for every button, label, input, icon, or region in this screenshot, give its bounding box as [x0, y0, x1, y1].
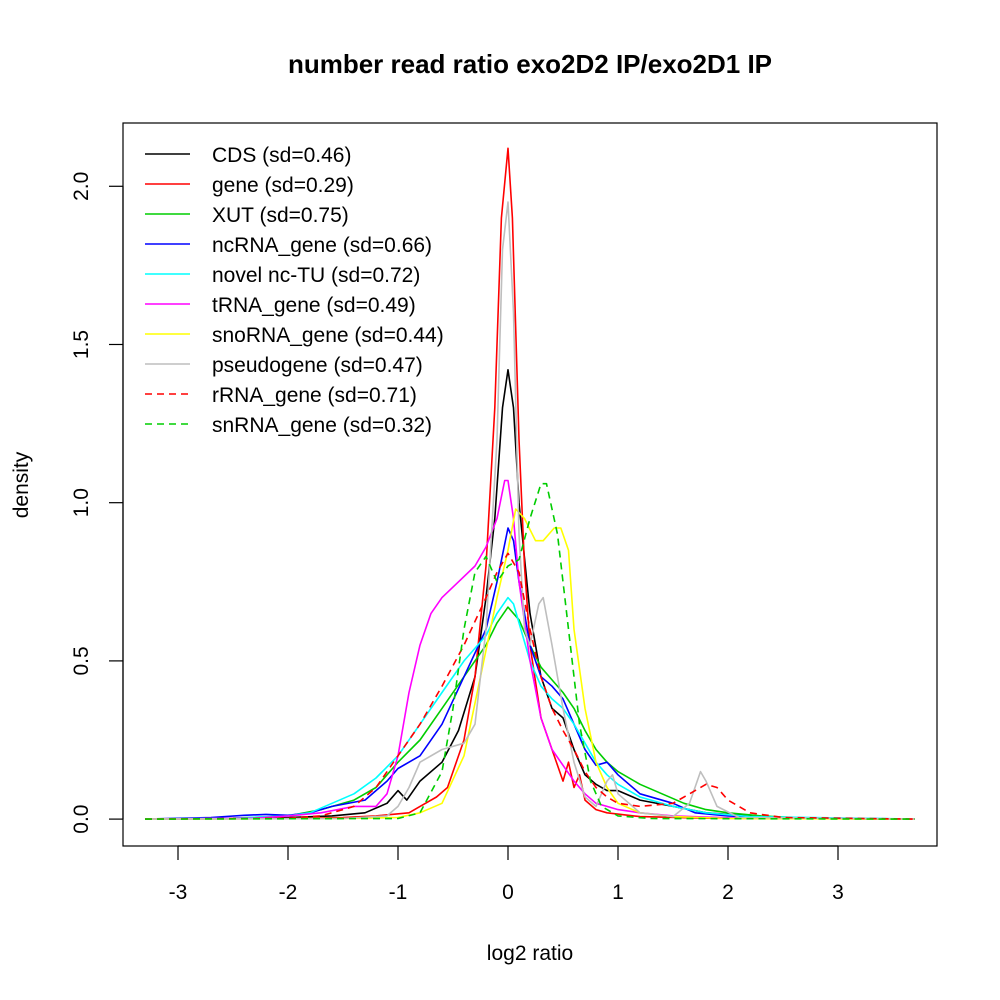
- legend-label: snRNA_gene (sd=0.32): [212, 414, 432, 437]
- series-line-0: [144, 369, 916, 820]
- y-tick-label: 1.0: [70, 488, 93, 517]
- series-line-7: [144, 201, 916, 820]
- legend-label: snoRNA_gene (sd=0.44): [212, 324, 444, 347]
- series-line-3: [144, 527, 916, 820]
- x-tick-label: -1: [389, 881, 408, 904]
- series-line-5: [144, 479, 916, 820]
- chart-title: number read ratio exo2D2 IP/exo2D1 IP: [288, 49, 772, 79]
- legend-label: gene (sd=0.29): [212, 174, 354, 197]
- legend-label: novel nc-TU (sd=0.72): [212, 264, 420, 287]
- series-line-9: [144, 482, 916, 820]
- series-line-2: [144, 606, 916, 820]
- series-line-8: [144, 552, 916, 820]
- y-tick-label: 1.5: [70, 330, 93, 359]
- series-line-4: [144, 596, 916, 820]
- y-tick-label: 0.5: [70, 646, 93, 675]
- legend-label: pseudogene (sd=0.47): [212, 354, 423, 377]
- x-tick-label: -3: [169, 881, 188, 904]
- legend-label: CDS (sd=0.46): [212, 144, 351, 167]
- legend-label: tRNA_gene (sd=0.49): [212, 294, 416, 317]
- legend-label: XUT (sd=0.75): [212, 204, 349, 227]
- x-axis: -3 -2 -1 0 1 2 3: [169, 845, 844, 904]
- series-line-1: [144, 147, 916, 820]
- x-axis-label: log2 ratio: [487, 942, 573, 965]
- y-tick-label: 0.0: [70, 805, 93, 834]
- series-line-6: [144, 508, 916, 820]
- plot-box: [122, 122, 938, 847]
- x-tick-label: 0: [502, 881, 514, 904]
- y-axis: 0.0 0.5 1.0 1.5 2.0: [70, 172, 124, 834]
- legend: CDS (sd=0.46) gene (sd=0.29) XUT (sd=0.75)…: [145, 144, 444, 437]
- curves-group: [144, 147, 916, 820]
- x-tick-label: 1: [612, 881, 624, 904]
- x-tick-label: -2: [279, 881, 298, 904]
- y-tick-label: 2.0: [70, 172, 93, 201]
- legend-label: rRNA_gene (sd=0.71): [212, 384, 417, 407]
- legend-label: ncRNA_gene (sd=0.66): [212, 234, 432, 257]
- y-axis-label: density: [10, 451, 33, 518]
- x-tick-label: 3: [832, 881, 844, 904]
- x-tick-label: 2: [722, 881, 734, 904]
